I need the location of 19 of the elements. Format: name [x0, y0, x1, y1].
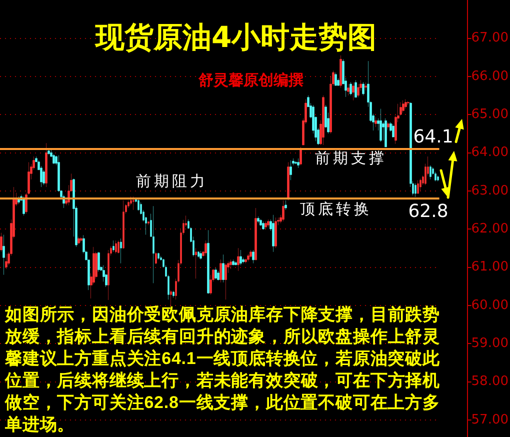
annotation: 前期支撑: [315, 148, 387, 167]
y-tick-label: 67.00: [471, 30, 508, 46]
text: 舒灵馨原创编撰: [198, 71, 304, 89]
text: 现货原油4小时走势图: [94, 20, 377, 54]
y-tick-label: 66.00: [471, 68, 508, 84]
annotation: 前期阻力: [136, 172, 208, 190]
y-tick-label: 63.00: [471, 183, 508, 198]
y-tick-label: 57.00: [471, 412, 508, 428]
y-tick-label: 65.00: [471, 107, 508, 122]
ref-line-label: 64.1: [413, 126, 454, 148]
y-tick-label: 58.00: [471, 374, 508, 390]
y-tick-label: 60.00: [471, 298, 508, 313]
y-tick-label: 59.00: [471, 336, 508, 351]
annotation: 如图所示，因油价受欧佩克原油库存下降支撑，目前跌势放缓，指标上看后续有回升的迹象，所以欧盘操作上舒灵馨建议上方重点关注64.1一线顶底转换位，若原油突破此位置，后续将继续上行，若未能有效突破，可在下方择机做空，下方可关注62.8一线支撑，此位置不破可在上方多单进场。: [5, 304, 441, 436]
annotation: 顶底转换: [300, 200, 372, 218]
y-tick-label: 64.00: [471, 145, 508, 160]
ref-line-label: 62.8: [408, 200, 448, 222]
y-tick-label: 61.00: [471, 260, 508, 275]
y-tick-label: 62.00: [471, 221, 508, 236]
